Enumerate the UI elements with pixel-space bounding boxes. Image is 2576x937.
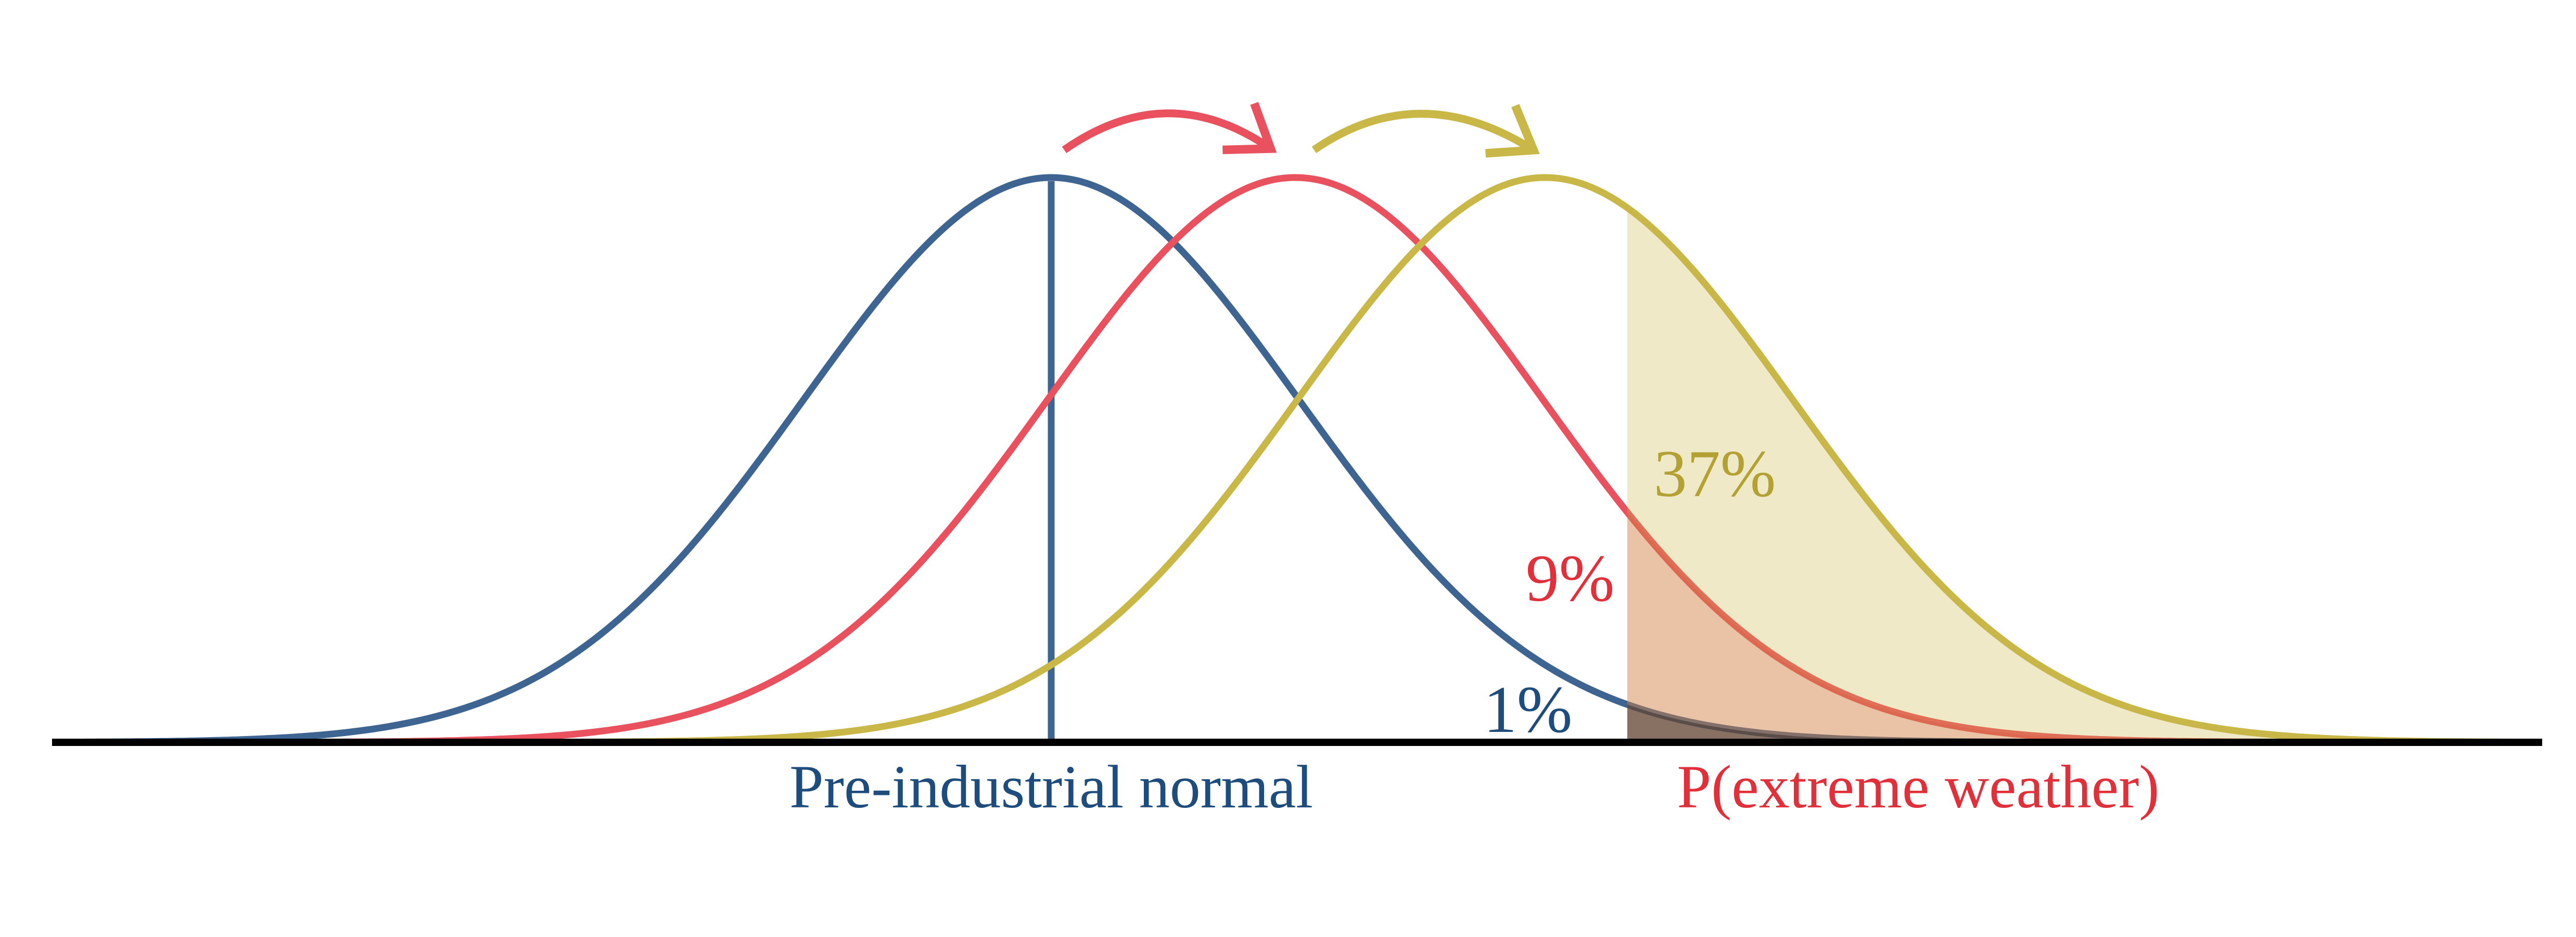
tail-probability-label-blue: 1%	[1484, 673, 1573, 746]
red-tail-fill	[1627, 512, 2539, 739]
shift-arrow-2	[1311, 104, 1540, 158]
pre-industrial-curve	[57, 174, 2539, 746]
shifted-one-sigma-curve	[57, 174, 2539, 746]
threshold-tail-shading	[1627, 208, 2539, 739]
pre-industrial-axis-label: Pre-industrial normal	[789, 753, 1313, 821]
x-axis-baseline	[52, 739, 2542, 746]
shifted-two-sigma-curve	[57, 174, 2539, 746]
yellow-tail-fill	[1627, 208, 2539, 739]
dark-overlap-tail-fill	[1627, 704, 2539, 739]
tail-probability-label-red: 9%	[1526, 541, 1615, 615]
shift-arrow-1	[1062, 102, 1277, 155]
extreme-weather-axis-label: P(extreme weather)	[1677, 753, 2159, 821]
tail-probability-label-yellow: 37%	[1654, 437, 1776, 511]
